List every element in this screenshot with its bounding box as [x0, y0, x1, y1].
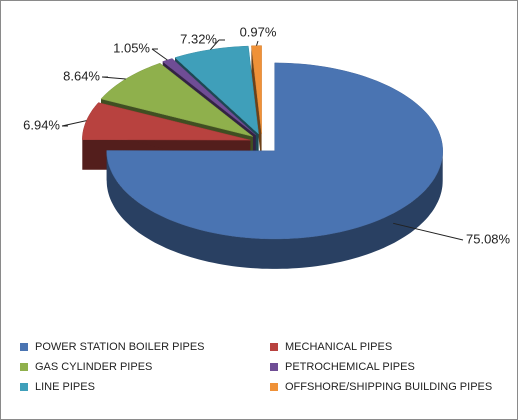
slice-top [174, 45, 259, 135]
legend-swatch [20, 343, 28, 351]
data-label: 1.05% [113, 40, 150, 55]
legend-label: GAS CYLINDER PIPES [35, 361, 152, 373]
legend-swatch [270, 383, 278, 391]
leader-line [209, 39, 220, 50]
slice-top [162, 58, 256, 136]
legend-label: MECHANICAL PIPES [285, 341, 392, 353]
pie [82, 45, 443, 269]
slice-top [100, 62, 254, 137]
data-label: 75.08% [466, 231, 511, 246]
legend-swatch [270, 343, 278, 351]
slice-top [106, 62, 443, 240]
legend: POWER STATION BOILER PIPES MECHANICAL PIP… [20, 341, 492, 393]
leader-line [256, 40, 259, 46]
slice-side [106, 150, 443, 269]
slice [106, 62, 443, 269]
legend-label: LINE PIPES [35, 381, 95, 393]
slice-wall [251, 45, 262, 164]
leader-line [151, 48, 168, 61]
legend-swatch [20, 363, 28, 371]
legend-label: PETROCHEMICAL PIPES [285, 361, 415, 373]
data-label: 8.64% [63, 68, 100, 83]
legend-label: POWER STATION BOILER PIPES [35, 341, 205, 353]
data-label: 0.97% [240, 24, 277, 39]
leader-line [61, 120, 87, 127]
legend-swatch [270, 363, 278, 371]
legend-label: OFFSHORE/SHIPPING BUILDING PIPES [285, 381, 492, 393]
legend-swatch [20, 383, 28, 391]
data-label: 6.94% [23, 117, 60, 132]
slice-top [251, 45, 262, 134]
slice [251, 45, 262, 164]
labels: 75.08% 6.94% 8.64% 1.05% 7.32% 0.97% [23, 24, 510, 246]
data-label: 7.32% [180, 31, 217, 46]
leader-line [393, 222, 464, 241]
